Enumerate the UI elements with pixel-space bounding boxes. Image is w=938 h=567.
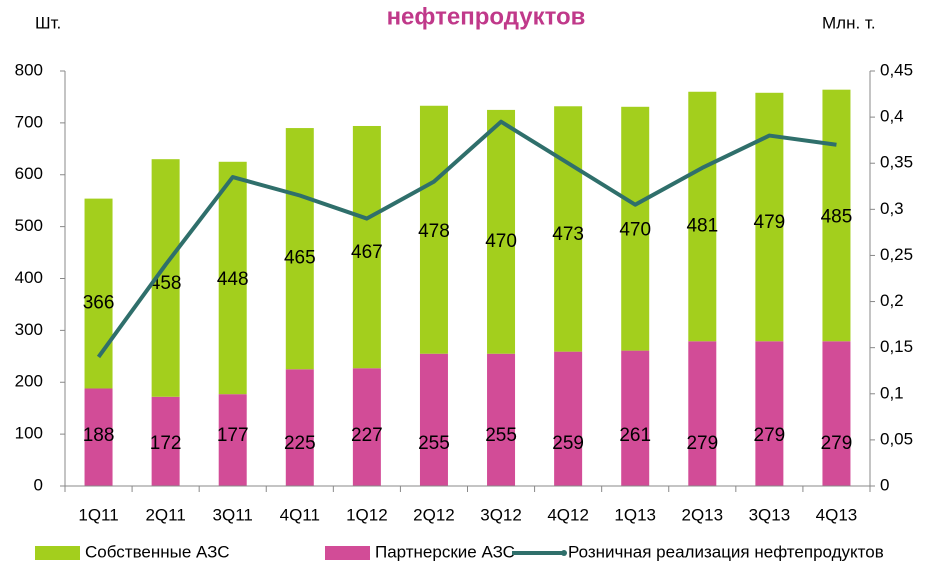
x-tick-label: 3Q13 [749,505,791,524]
bar [554,106,583,352]
y2-tick-label: 0,35 [880,153,913,172]
data-label: 473 [552,224,584,245]
data-label: 458 [150,273,182,294]
data-label: 481 [686,216,718,237]
legend-label: Партнерские АЗС [375,542,515,561]
y-axis-label: Шт. [35,13,61,32]
x-tick-label: 3Q11 [213,505,253,524]
x-tick-label: 1Q12 [346,505,388,524]
bar [755,341,784,486]
legend-swatch [325,546,370,560]
y-tick-label: 100 [15,424,43,443]
x-tick-label: 2Q12 [413,505,455,524]
y-tick-label: 300 [15,320,43,339]
data-label: 485 [821,206,853,227]
y2-tick-label: 0,4 [880,107,904,126]
bar [621,350,650,486]
data-label: 227 [351,425,383,446]
data-label: 448 [217,269,249,290]
bar [285,128,314,370]
data-label: 279 [754,425,786,446]
y2-tick-label: 0,2 [880,291,904,310]
bar [285,369,314,486]
y2-tick-label: 0,3 [880,199,904,218]
y2-axis-label: Млн. т. [822,13,876,32]
bar [487,109,516,354]
data-label: 470 [619,220,651,241]
x-tick-label: 4Q11 [280,505,320,524]
x-tick-label: 2Q11 [145,505,185,524]
bar [487,353,516,486]
y-tick-label: 500 [15,216,43,235]
data-label: 255 [418,433,450,454]
bar [688,91,717,342]
bar [822,89,851,342]
y2-tick-label: 0,25 [880,245,913,264]
data-label: 479 [754,212,786,233]
y-tick-label: 200 [15,372,43,391]
data-label: 225 [284,433,316,454]
data-label: 259 [552,433,584,454]
legend-label: Собственные АЗС [85,542,230,561]
x-tick-label: 2Q13 [681,505,723,524]
bar [151,396,180,486]
x-tick-label: 4Q12 [547,505,589,524]
bar [621,106,650,351]
y2-tick-label: 0,1 [880,383,904,402]
data-label: 177 [217,425,249,446]
bar [554,351,583,486]
data-label: 279 [686,433,718,454]
bar [688,341,717,486]
bar [419,105,448,354]
bar [84,388,113,486]
legend-marker [561,550,567,556]
y2-tick-label: 0,15 [880,337,913,356]
line [96,119,837,359]
legend-swatch [35,546,80,560]
y-tick-label: 800 [15,60,43,79]
data-label: 465 [284,248,316,269]
data-label: 188 [83,425,115,446]
data-label: 172 [150,433,182,454]
y2-tick-label: 0,45 [880,60,913,79]
y-tick-label: 0 [34,475,43,494]
data-label: 467 [351,242,383,263]
bar [352,368,381,486]
legend-label: Розничная реализация нефтепродуктов [568,542,884,561]
data-label: 478 [418,221,450,242]
data-label: 279 [821,433,853,454]
x-tick-label: 1Q13 [614,505,656,524]
bar [352,125,381,369]
bar [218,394,247,486]
y-tick-label: 400 [15,268,43,287]
x-tick-label: 1Q11 [78,505,118,524]
y-tick-label: 700 [15,112,43,131]
data-label: 255 [485,425,517,446]
y2-tick-label: 0,05 [880,429,913,448]
x-tick-label: 3Q12 [480,505,522,524]
bar [822,341,851,486]
data-label: 470 [485,231,517,252]
data-label: 261 [619,425,651,446]
data-label: 366 [83,293,115,314]
x-tick-label: 4Q13 [816,505,858,524]
bar [419,353,448,486]
y-tick-label: 600 [15,164,43,183]
bar [218,161,247,395]
y2-tick-label: 0 [880,475,889,494]
chart-title: нефтепродуктов [387,3,586,30]
